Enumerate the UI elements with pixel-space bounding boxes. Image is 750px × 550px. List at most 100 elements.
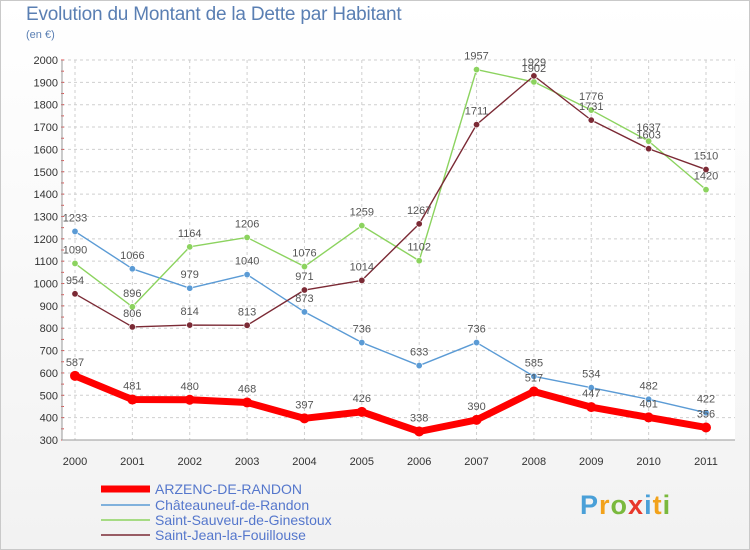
data-label: 1510	[694, 151, 718, 163]
legend-label: ARZENC-DE-RANDON	[155, 481, 302, 497]
x-tick-label: 2002	[177, 456, 201, 468]
y-tick-label: 800	[40, 323, 58, 335]
data-label: 1929	[522, 57, 546, 69]
data-label: 1066	[120, 250, 144, 262]
data-point	[300, 263, 308, 271]
data-label: 585	[525, 357, 543, 369]
data-point	[128, 323, 136, 331]
x-tick-label: 2011	[694, 456, 718, 468]
y-tick-label: 1200	[34, 234, 58, 246]
legend-label: Saint-Sauveur-de-Ginestoux	[155, 512, 332, 528]
y-tick-label: 2000	[34, 55, 58, 67]
data-label: 534	[582, 369, 600, 381]
x-tick-label: 2010	[636, 456, 660, 468]
data-label: 390	[467, 401, 485, 413]
data-label: 814	[181, 306, 199, 318]
y-tick-label: 700	[40, 346, 58, 358]
data-label: 1040	[235, 256, 259, 268]
data-label: 971	[295, 271, 313, 283]
data-label: 736	[467, 324, 485, 336]
data-point	[300, 308, 308, 316]
series-line	[74, 75, 707, 328]
data-point	[702, 409, 710, 417]
y-tick-label: 1100	[34, 256, 58, 268]
data-label: 1957	[464, 51, 488, 63]
data-label: 736	[353, 324, 371, 336]
data-point	[701, 422, 711, 433]
data-label: 1090	[63, 244, 87, 256]
data-point	[415, 362, 423, 370]
data-point	[71, 227, 79, 235]
data-point	[186, 321, 194, 329]
data-label: 1731	[579, 101, 603, 113]
data-point	[587, 384, 595, 392]
data-point	[243, 271, 251, 279]
data-label: 1102	[407, 242, 431, 254]
y-tick-label: 1600	[34, 144, 58, 156]
data-label: 1267	[407, 205, 431, 217]
data-label: 1711	[465, 106, 489, 118]
y-tick-label: 1900	[34, 77, 58, 89]
data-point	[415, 257, 423, 265]
data-point	[530, 72, 538, 80]
data-label: 873	[295, 293, 313, 305]
y-tick-label: 900	[40, 301, 58, 313]
data-point	[128, 265, 136, 273]
data-label: 401	[639, 398, 657, 410]
data-point	[645, 395, 653, 403]
data-point	[71, 290, 79, 298]
data-point	[358, 276, 366, 284]
series-line	[74, 230, 707, 414]
data-point	[473, 121, 481, 129]
data-label: 338	[410, 413, 428, 425]
data-label: 1902	[522, 63, 546, 75]
data-label: 481	[123, 381, 141, 393]
data-point	[184, 394, 195, 405]
grid-lines	[62, 59, 735, 441]
x-tick-label: 2008	[522, 456, 546, 468]
data-point	[643, 412, 654, 423]
data-label: 517	[525, 372, 543, 384]
x-tick-label: 2007	[464, 456, 488, 468]
data-point	[702, 186, 710, 194]
data-point	[128, 303, 136, 311]
proxiti-logo: Proxiti	[580, 490, 671, 521]
x-tick-label: 2003	[235, 456, 259, 468]
y-tick-label: 1000	[34, 279, 58, 291]
data-label: 633	[410, 347, 428, 359]
axes: 300 400 500 600 700 800 900 1000 1100 1200 1300 140…	[34, 55, 735, 468]
data-label: 1420	[694, 171, 718, 183]
plot-area	[62, 60, 735, 440]
data-point	[299, 413, 310, 424]
series-line	[74, 68, 707, 308]
data-labels: 587 481 480 468 397 426 338 390 517 447 401 356 1233…	[63, 51, 718, 425]
logo-letter: x	[628, 490, 645, 520]
data-point	[587, 116, 595, 124]
logo-letter: P	[580, 490, 600, 520]
data-point	[242, 397, 253, 408]
logo-letter: t	[652, 490, 663, 520]
x-tick-label: 2005	[350, 456, 374, 468]
data-point	[358, 339, 366, 347]
x-tick-label: 2009	[579, 456, 603, 468]
data-point	[186, 243, 194, 251]
x-tick-label: 2006	[407, 456, 431, 468]
data-label: 1776	[579, 91, 603, 103]
data-point	[473, 66, 481, 74]
data-label: 587	[66, 357, 84, 369]
data-point	[528, 386, 539, 397]
data-label: 480	[181, 381, 199, 393]
data-label: 954	[66, 275, 84, 287]
logo-letter: o	[610, 490, 629, 520]
y-tick-label: 1500	[34, 167, 58, 179]
data-label: 1164	[178, 228, 202, 240]
data-point	[471, 414, 482, 425]
data-point	[414, 426, 425, 437]
x-tick-label: 2004	[292, 456, 316, 468]
data-point	[358, 222, 366, 230]
data-point	[71, 259, 79, 267]
data-point	[186, 284, 194, 292]
series-line	[71, 372, 710, 436]
y-tick-label: 1700	[34, 122, 58, 134]
